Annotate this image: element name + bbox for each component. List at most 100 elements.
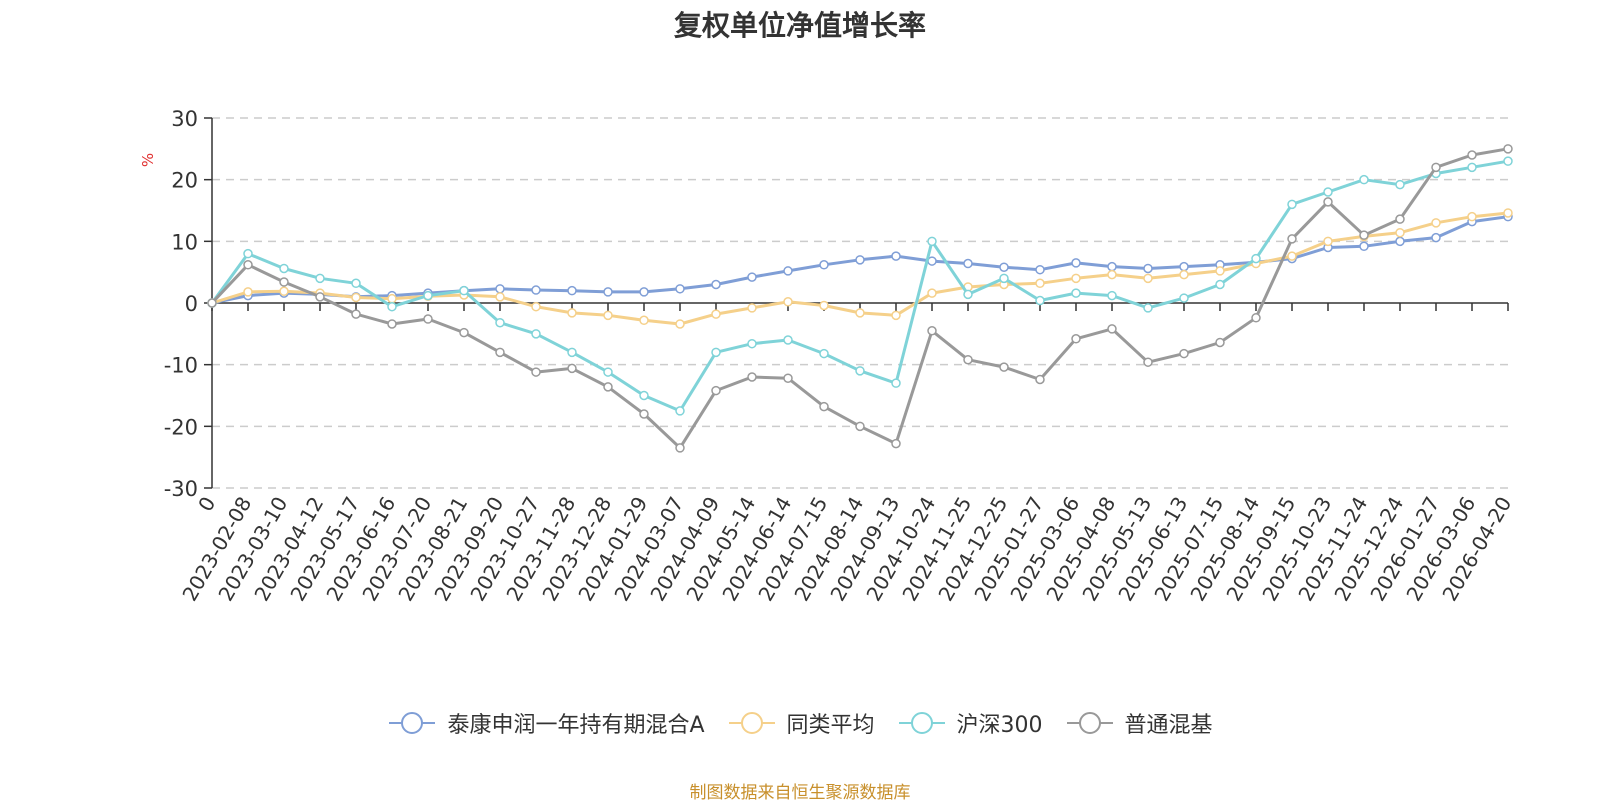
data-point [891,310,901,321]
data-point [1287,251,1297,261]
data-point [1431,218,1441,228]
data-point [1143,303,1153,313]
data-point [1395,236,1405,247]
data-point [999,262,1009,272]
source-note: 制图数据来自恒生聚源数据库 [689,783,911,803]
data-point [567,363,577,374]
series-group [207,144,1513,453]
data-point [783,373,793,383]
data-point [495,284,505,294]
data-point [495,292,505,302]
data-point [927,288,937,298]
data-point [891,378,901,388]
data-point [531,367,541,377]
data-point [1143,273,1153,284]
data-point [1395,214,1405,224]
data-point [531,301,541,312]
data-point [711,309,721,319]
x-tick-label: 0 [193,493,220,516]
data-point [567,308,577,318]
chart-title: 复权单位净值增长率 [673,9,926,42]
data-point [387,319,397,329]
data-point [999,362,1009,372]
data-point [675,284,685,294]
data-point [1107,324,1117,334]
data-point [1251,313,1261,323]
data-point [1431,232,1441,243]
legend-item[interactable]: 沪深300 [897,707,1043,739]
data-point [639,390,649,401]
data-point [279,286,289,297]
data-point [243,260,253,270]
data-point [1215,266,1225,276]
legend-item[interactable]: 普通混基 [1065,707,1213,739]
y-tick-label: -10 [164,354,198,378]
data-point [963,289,973,300]
data-point [603,367,613,377]
data-point [819,260,829,270]
data-point [675,319,685,329]
data-point [459,285,469,296]
data-point [423,314,433,324]
data-point [783,297,793,307]
legend-item[interactable]: 泰康申润一年持有期混合A [387,707,705,739]
data-point [999,273,1009,284]
y-tick-label: 30 [171,107,198,131]
legend-item[interactable]: 同类平均 [727,707,875,739]
legend-marker-icon [728,712,775,734]
data-point [1107,261,1117,272]
data-point [855,366,865,376]
legend-label: 沪深300 [956,713,1043,738]
data-point [495,347,505,358]
data-point [315,292,325,302]
data-point [459,327,469,338]
data-point [243,248,253,259]
data-point [351,309,361,319]
axes: 3020100-10-20-3002023-02-082023-03-10202… [164,107,1517,605]
data-point [351,292,361,303]
data-point [603,382,613,392]
data-point [963,258,973,269]
data-point [1035,374,1045,385]
data-point [1071,334,1081,344]
data-point [1215,337,1225,348]
data-point [387,301,397,312]
data-point [855,308,865,318]
data-point [531,329,541,339]
data-point [711,385,721,396]
data-point [855,255,865,265]
y-tick-label: 0 [185,292,198,316]
data-point [819,401,829,412]
data-point [1251,253,1261,264]
data-point [1215,279,1225,290]
data-point [1503,144,1513,154]
data-point [747,272,757,282]
data-point [1467,150,1477,160]
data-point [1395,179,1405,190]
data-point [207,298,217,308]
data-point [639,315,649,326]
data-point [1359,174,1369,185]
data-point [1395,227,1405,238]
data-point [747,303,757,313]
data-point [243,287,253,297]
data-point [567,285,577,296]
data-point [1503,156,1513,166]
data-point [783,335,793,345]
data-point [1323,236,1333,247]
data-point [927,236,937,247]
y-tick-label: 20 [171,169,198,193]
grid-lines [212,117,1508,489]
data-point [1179,348,1189,359]
data-point [1107,269,1117,280]
data-point [603,310,613,321]
y-tick-label: -30 [164,477,198,501]
data-point [315,273,325,284]
data-point [1179,293,1189,303]
data-point [1071,288,1081,298]
legend-label: 同类平均 [786,713,875,738]
legend-label: 普通混基 [1124,713,1213,738]
series-lines [207,144,1513,453]
data-point [387,293,397,304]
